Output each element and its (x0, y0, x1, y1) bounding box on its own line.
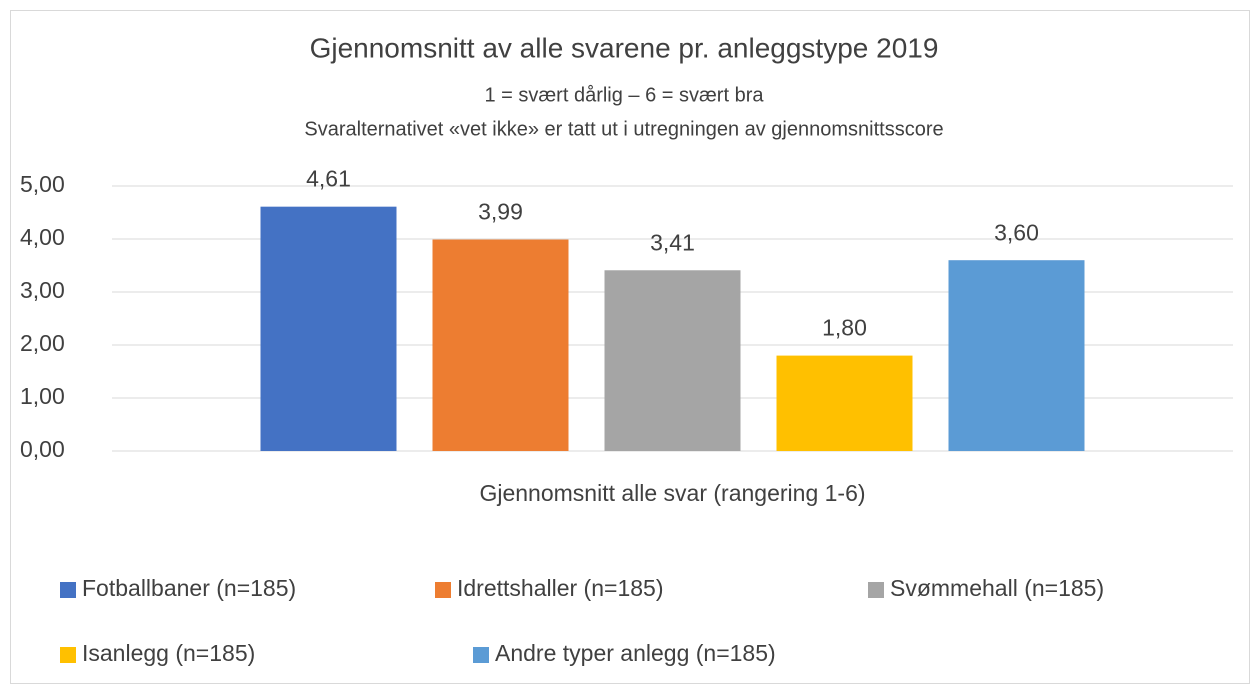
legend-label: Svømmehall (n=185) (890, 575, 1104, 601)
y-tick-label: 2,00 (20, 330, 65, 356)
legend-swatch (473, 647, 489, 663)
legend-swatch (868, 582, 884, 598)
legend-swatch (60, 582, 76, 598)
legend-label: Andre typer anlegg (n=185) (495, 640, 776, 666)
data-label: 1,80 (822, 315, 867, 341)
chart-title: Gjennomsnitt av alle svarene pr. anleggs… (310, 32, 939, 63)
bar (604, 270, 741, 451)
y-tick-label: 1,00 (20, 383, 65, 409)
y-tick-label: 4,00 (20, 224, 65, 250)
y-tick-label: 3,00 (20, 277, 65, 303)
data-label: 3,99 (478, 199, 523, 225)
legend-swatch (60, 647, 76, 663)
data-label: 4,61 (306, 166, 351, 192)
legend-label: Isanlegg (n=185) (82, 640, 255, 666)
data-label: 3,41 (650, 229, 695, 255)
bar (432, 239, 569, 451)
legend-swatch (435, 582, 451, 598)
chart-subtitle: 1 = svært dårlig – 6 = svært bra (484, 84, 764, 106)
bar (776, 355, 913, 451)
y-tick-label: 0,00 (20, 436, 65, 462)
bar (260, 206, 397, 451)
bar (948, 260, 1085, 451)
legend-label: Idrettshaller (n=185) (457, 575, 663, 601)
chart-subtitle: Svaralternativet «vet ikke» er tatt ut i… (304, 118, 943, 140)
data-label: 3,60 (994, 219, 1039, 245)
legend-label: Fotballbaner (n=185) (82, 575, 296, 601)
x-tick-label: Gjennomsnitt alle svar (rangering 1-6) (479, 480, 865, 506)
y-tick-label: 5,00 (20, 171, 65, 197)
